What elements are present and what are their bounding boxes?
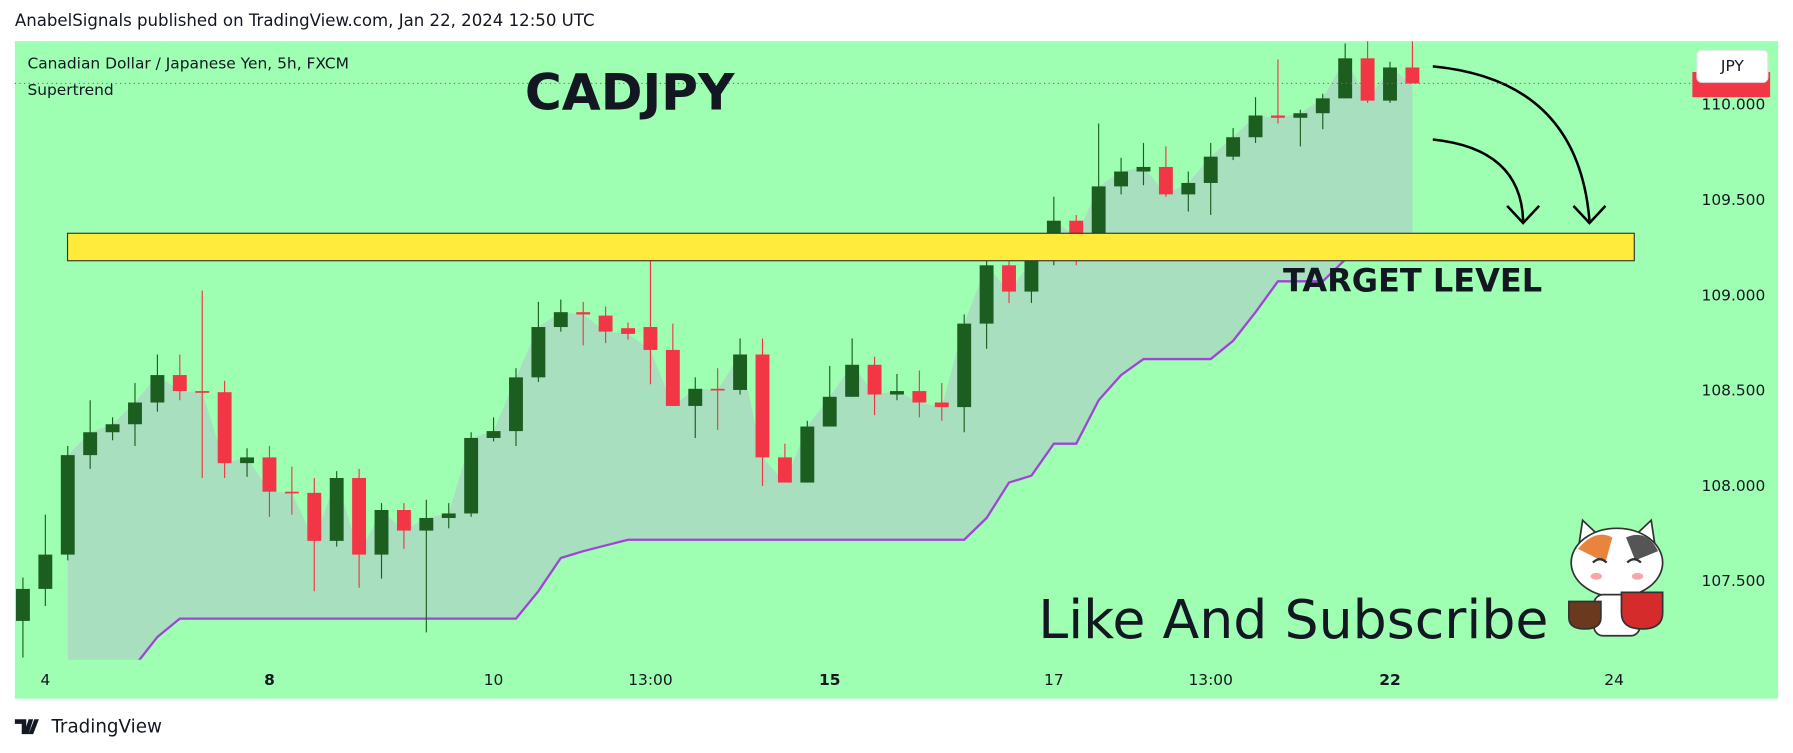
candle-body <box>1002 265 1016 292</box>
publish-header: AnabelSignals published on TradingView.c… <box>15 11 595 30</box>
candle-body <box>890 391 904 395</box>
candle-body <box>1315 98 1330 114</box>
arrow-head <box>1506 204 1541 225</box>
candle-body <box>1248 115 1263 138</box>
candle-body <box>217 392 232 464</box>
candle-body <box>396 510 411 531</box>
candle-body <box>1091 186 1106 237</box>
candle-body <box>1114 171 1129 187</box>
arrow <box>1432 65 1591 221</box>
x-tick-label: 13:00 <box>1188 671 1232 689</box>
candle-body <box>845 364 860 397</box>
candle-body <box>1293 113 1308 118</box>
candle-body <box>15 588 30 621</box>
candle-body <box>1181 182 1196 195</box>
candle-body <box>957 323 972 408</box>
indicator-name: Supertrend <box>27 81 113 99</box>
currency-button[interactable] <box>1696 49 1769 83</box>
candle-body <box>329 477 344 541</box>
candle-body <box>710 388 725 391</box>
x-tick-label: 13:00 <box>628 671 672 689</box>
x-tick-label: 24 <box>1604 671 1624 689</box>
candle-body <box>1271 115 1285 118</box>
arrows <box>1432 65 1607 225</box>
arrow <box>1432 138 1525 221</box>
y-tick-label: 109.500 <box>1702 191 1766 209</box>
x-tick-label: 10 <box>484 671 504 689</box>
candle-body <box>576 312 591 315</box>
candle-body <box>1203 156 1218 183</box>
candle-body <box>665 349 680 406</box>
x-tick-label: 17 <box>1044 671 1064 689</box>
candle-body <box>598 315 613 332</box>
footer-logo <box>14 719 39 735</box>
y-tick-label: 110.000 <box>1702 96 1766 114</box>
supertrend-line <box>138 237 1413 660</box>
candle-body <box>1226 137 1241 157</box>
arrow-head <box>1572 204 1607 225</box>
candle-body <box>38 554 53 589</box>
candle-body <box>800 426 815 483</box>
candle-body <box>464 437 479 514</box>
footer-brand: TradingView <box>50 716 162 737</box>
candle-body <box>553 312 568 328</box>
candle-body <box>531 327 546 378</box>
y-tick-label: 108.500 <box>1702 382 1766 400</box>
candle-body <box>777 457 792 483</box>
candle-body <box>128 402 142 425</box>
candle-body <box>441 513 456 519</box>
x-tick-label: 4 <box>40 671 50 689</box>
candle-body <box>240 457 254 464</box>
candle-body <box>912 391 927 403</box>
candle-body <box>1136 166 1151 172</box>
candle-body <box>262 457 277 492</box>
candle-body <box>486 431 501 438</box>
y-tick-label: 107.500 <box>1702 572 1766 590</box>
candle-body <box>1405 67 1420 84</box>
candle-body <box>419 518 434 531</box>
candle-body <box>83 432 98 456</box>
candle-body <box>509 377 523 432</box>
candle-body <box>307 492 322 541</box>
candle-body <box>822 396 837 427</box>
candle-body <box>284 491 299 494</box>
chart-title: CADJPY <box>525 63 735 122</box>
candle-body <box>688 388 703 406</box>
candle-body <box>733 354 748 390</box>
candle-body <box>150 375 165 403</box>
annotation: TARGET LEVEL <box>1283 261 1542 299</box>
candle-body <box>867 364 882 395</box>
candle-body <box>172 375 187 392</box>
target-zone <box>66 232 1635 262</box>
candle-body <box>1024 260 1039 292</box>
candle-body <box>105 424 120 433</box>
candle-body <box>755 354 770 458</box>
candle-body <box>643 327 658 350</box>
candle-body <box>621 328 635 334</box>
candle-body <box>1383 67 1397 101</box>
currency-button-label[interactable]: JPY <box>1720 57 1745 75</box>
y-tick-label: 109.000 <box>1702 286 1766 304</box>
candle-body <box>934 402 949 408</box>
candle-body <box>1338 58 1353 99</box>
candle-body <box>374 510 389 555</box>
candle-body <box>1158 166 1173 195</box>
y-tick-label: 108.000 <box>1702 477 1766 495</box>
candle-body <box>979 265 994 324</box>
candle-body <box>60 455 75 555</box>
candle-body <box>195 391 210 393</box>
candle-body <box>352 477 367 555</box>
cat-sticker <box>1568 518 1664 637</box>
x-tick-label: 22 <box>1379 671 1400 689</box>
annotation: Like And Subscribe <box>1038 588 1548 651</box>
candle-body <box>1360 58 1375 101</box>
x-tick-label: 15 <box>819 671 840 689</box>
symbol-description: Canadian Dollar / Japanese Yen, 5h, FXCM <box>27 55 348 73</box>
x-tick-label: 8 <box>264 671 275 689</box>
